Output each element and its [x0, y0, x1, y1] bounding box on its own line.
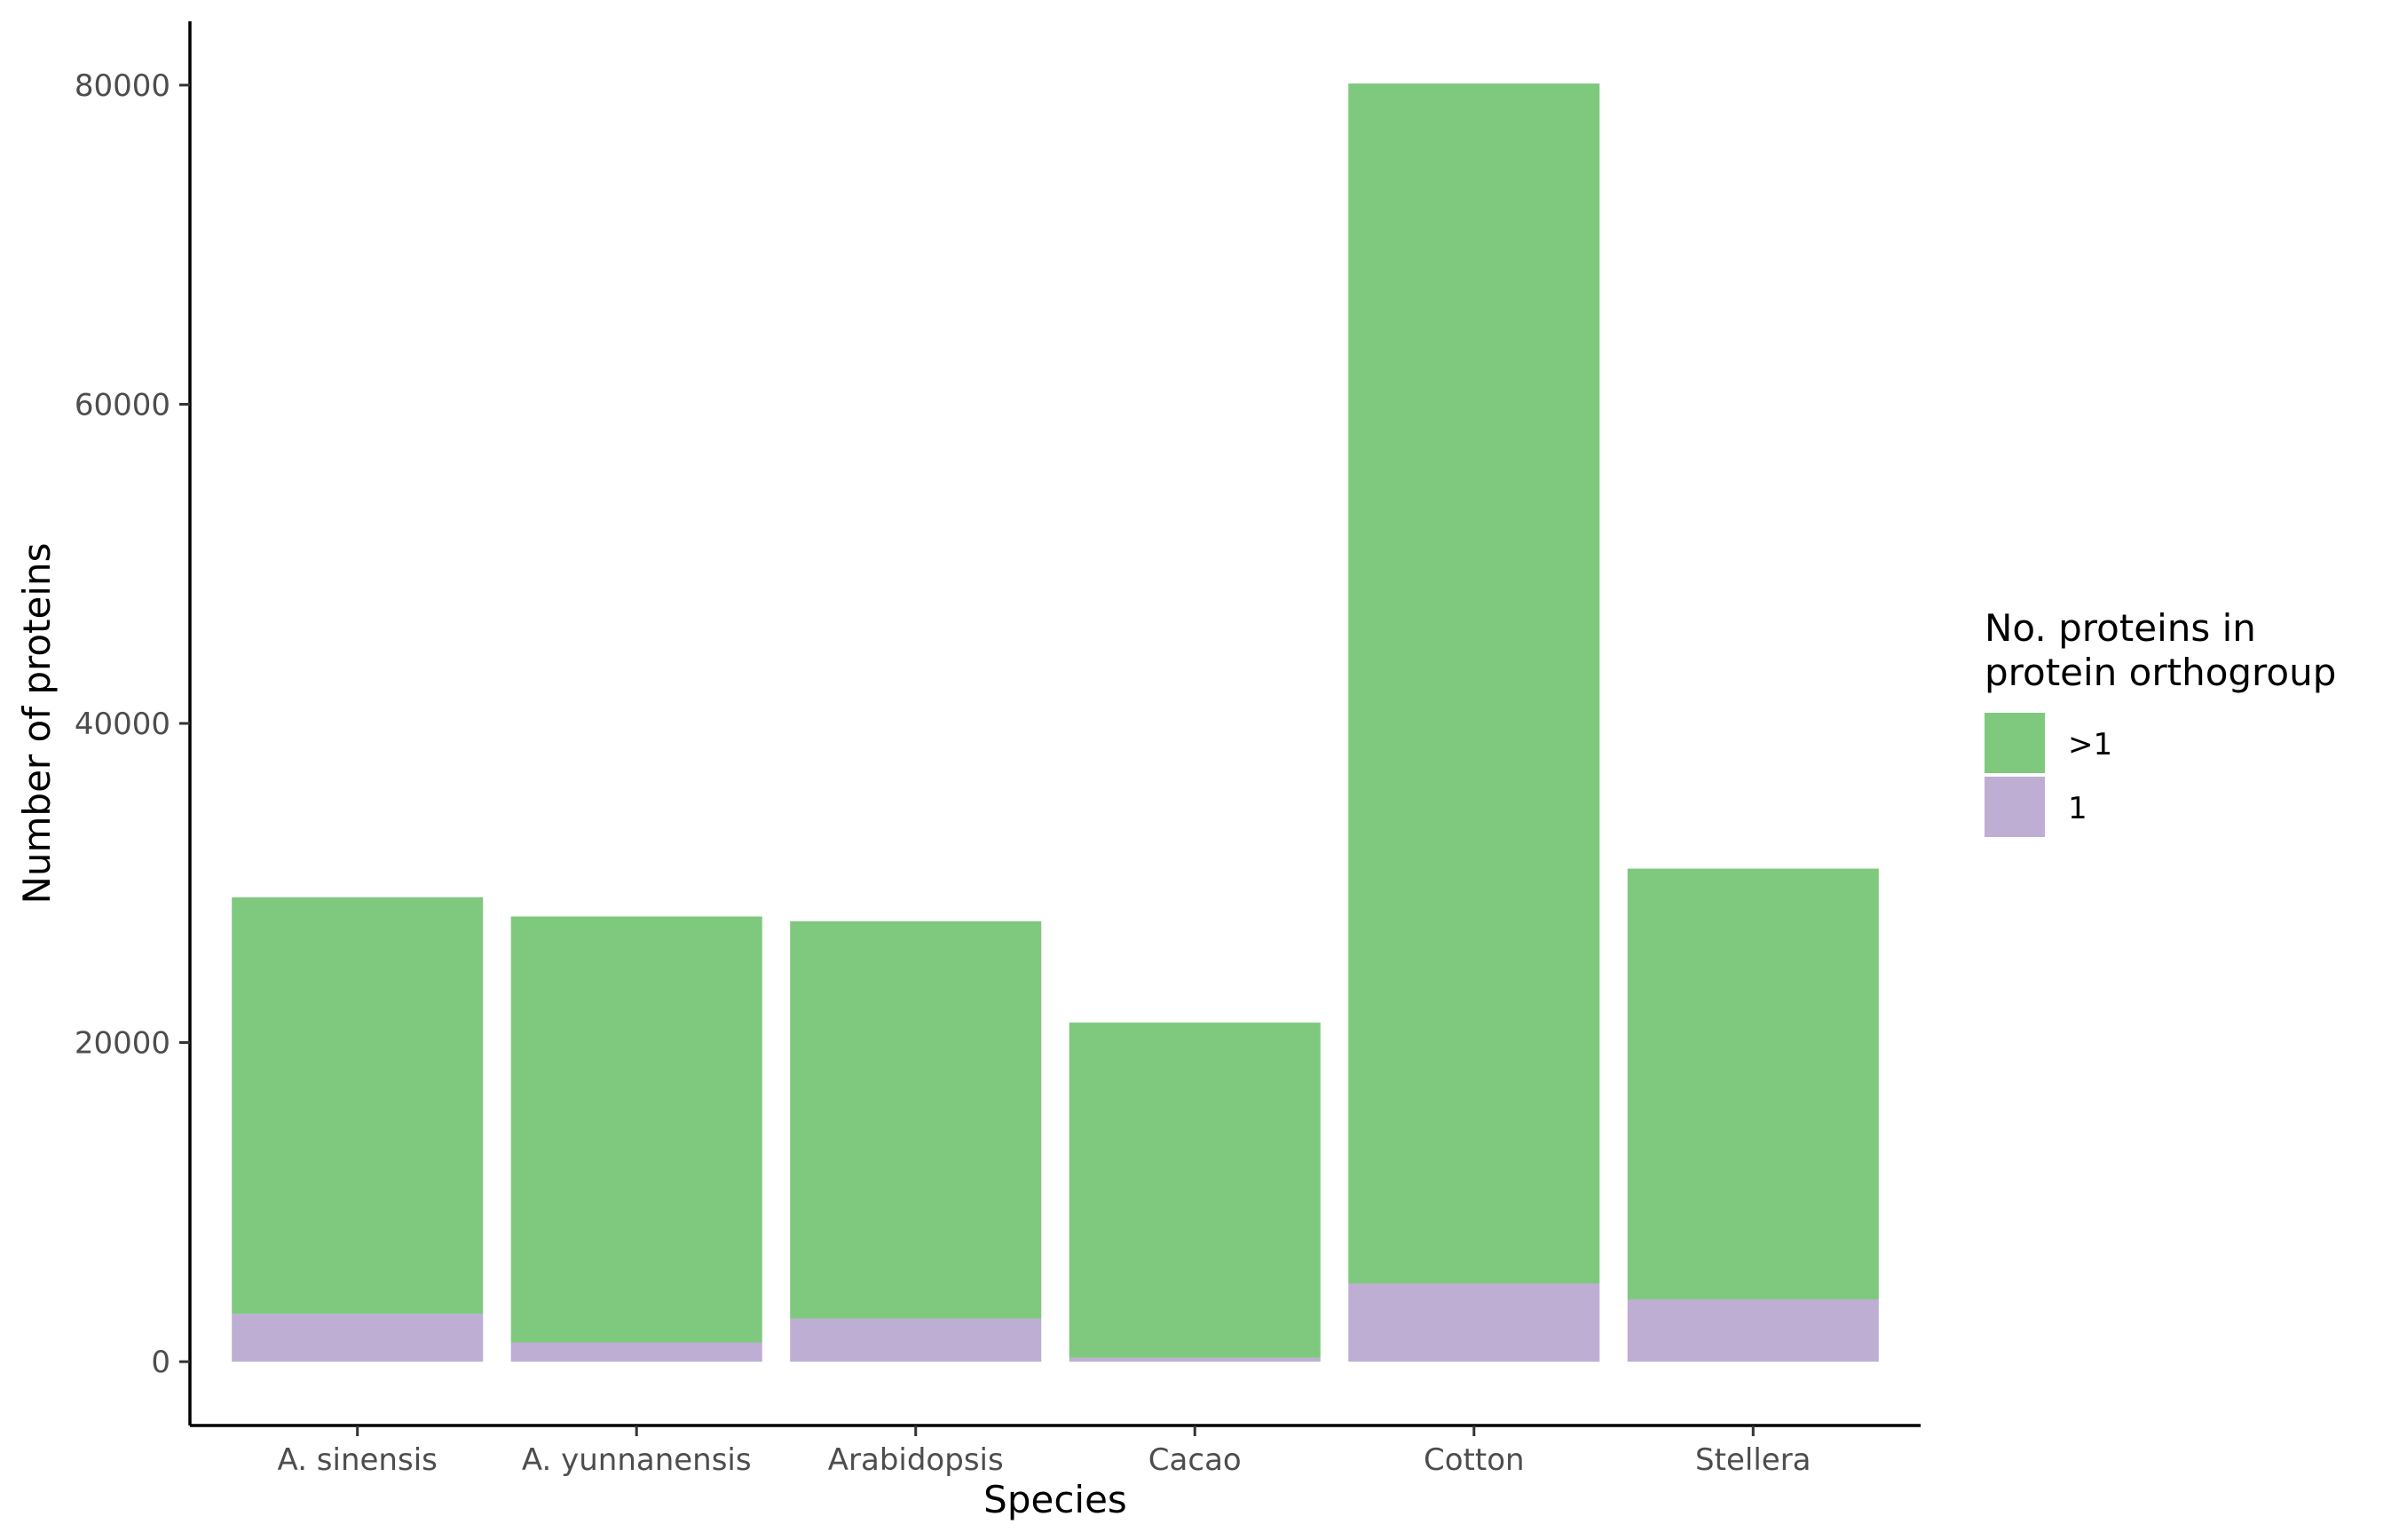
bar-a-sinensis-series-gt1	[232, 896, 484, 1315]
bar-stellera-series-one	[1627, 1299, 1879, 1362]
y-tick-label: 20000	[75, 1026, 170, 1062]
x-tick-label-cotton: Cotton	[1424, 1442, 1525, 1478]
x-tick-label-a-yunnanensis: A. yunnanensis	[522, 1442, 752, 1478]
x-ticks-layer: A. sinensis A. yunnanensis Arabidopsis Caca…	[278, 1425, 1811, 1478]
legend-swatch-gt1	[1985, 713, 2045, 773]
bar-stellera-series-gt1	[1627, 868, 1879, 1299]
x-tick-label-a-sinensis: A. sinensis	[278, 1442, 438, 1478]
x-tick-label-arabidopsis: Arabidopsis	[828, 1442, 1004, 1478]
y-tick-label: 0	[151, 1345, 170, 1380]
legend-label-1: 1	[2068, 791, 2087, 826]
legend-title-line-1: No. proteins in	[1985, 606, 2256, 650]
x-tick-label-stellera: Stellera	[1695, 1442, 1811, 1478]
bar-cotton-series-one	[1348, 1283, 1600, 1362]
bar-a-yunnanensis-series-gt1	[510, 916, 762, 1343]
bar-cacao-series-gt1	[1069, 1023, 1321, 1358]
legend-swatch-1	[1985, 777, 2045, 837]
bar-a-sinensis-series-one	[232, 1314, 484, 1362]
y-tick-label: 40000	[75, 707, 170, 742]
bar-a-yunnanensis-series-one	[510, 1342, 762, 1362]
bar-cotton-series-gt1	[1348, 83, 1600, 1284]
y-ticks-layer: 0 20000 40000 60000 80000	[75, 68, 190, 1380]
bars-layer	[232, 83, 1879, 1362]
x-tick-label-cacao: Cacao	[1148, 1442, 1242, 1478]
bar-arabidopsis-series-one	[790, 1318, 1042, 1362]
legend: No. proteins in protein orthogroup >1 1	[1985, 606, 2336, 837]
y-tick-label: 60000	[75, 387, 170, 423]
bar-cacao-series-one	[1069, 1357, 1321, 1362]
bar-arabidopsis-series-gt1	[790, 920, 1042, 1319]
legend-title-line-2: protein orthogroup	[1985, 651, 2336, 694]
y-axis-title: Number of proteins	[15, 542, 59, 904]
y-tick-label: 80000	[75, 68, 170, 104]
legend-label-gt1: >1	[2068, 727, 2112, 762]
x-axis-title: Species	[983, 1478, 1127, 1521]
